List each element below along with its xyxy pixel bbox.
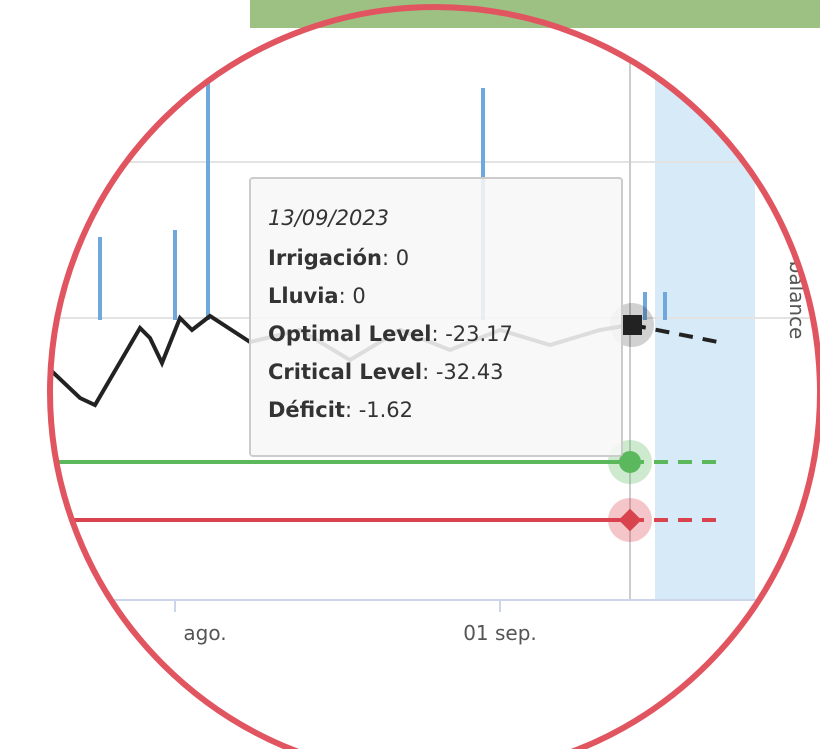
row-value: : 0 <box>382 246 409 270</box>
row-value: : -32.43 <box>422 360 503 384</box>
tooltip-date: 13/09/2023 <box>268 206 389 230</box>
tooltip-row: Lluvia: 0 <box>268 284 366 308</box>
row-label: Critical Level <box>268 360 422 384</box>
row-label: Déficit <box>268 398 345 422</box>
balance-marker <box>622 315 642 335</box>
row-value: : 0 <box>339 284 366 308</box>
critical-marker <box>618 508 642 532</box>
row-value: : -1.62 <box>345 398 413 422</box>
tooltip-row: Déficit: -1.62 <box>268 398 413 422</box>
header-bar <box>250 0 820 28</box>
row-label: Optimal Level <box>268 322 431 346</box>
tooltip-row: Critical Level: -32.43 <box>268 360 504 384</box>
tooltip-row: Optimal Level: -23.17 <box>268 322 513 346</box>
tooltip-row: Irrigación: 0 <box>268 246 409 270</box>
x-label: ago. <box>183 621 226 645</box>
optimal-marker <box>619 451 641 473</box>
tooltip <box>249 177 623 457</box>
lens-ring <box>47 4 820 749</box>
row-value: : -23.17 <box>431 322 512 346</box>
row-label: Lluvia <box>268 284 339 308</box>
x-label: 01 sep. <box>463 621 537 645</box>
row-label: Irrigación <box>268 246 382 270</box>
y-label: balance <box>785 261 809 340</box>
balance-forecast <box>631 323 719 344</box>
